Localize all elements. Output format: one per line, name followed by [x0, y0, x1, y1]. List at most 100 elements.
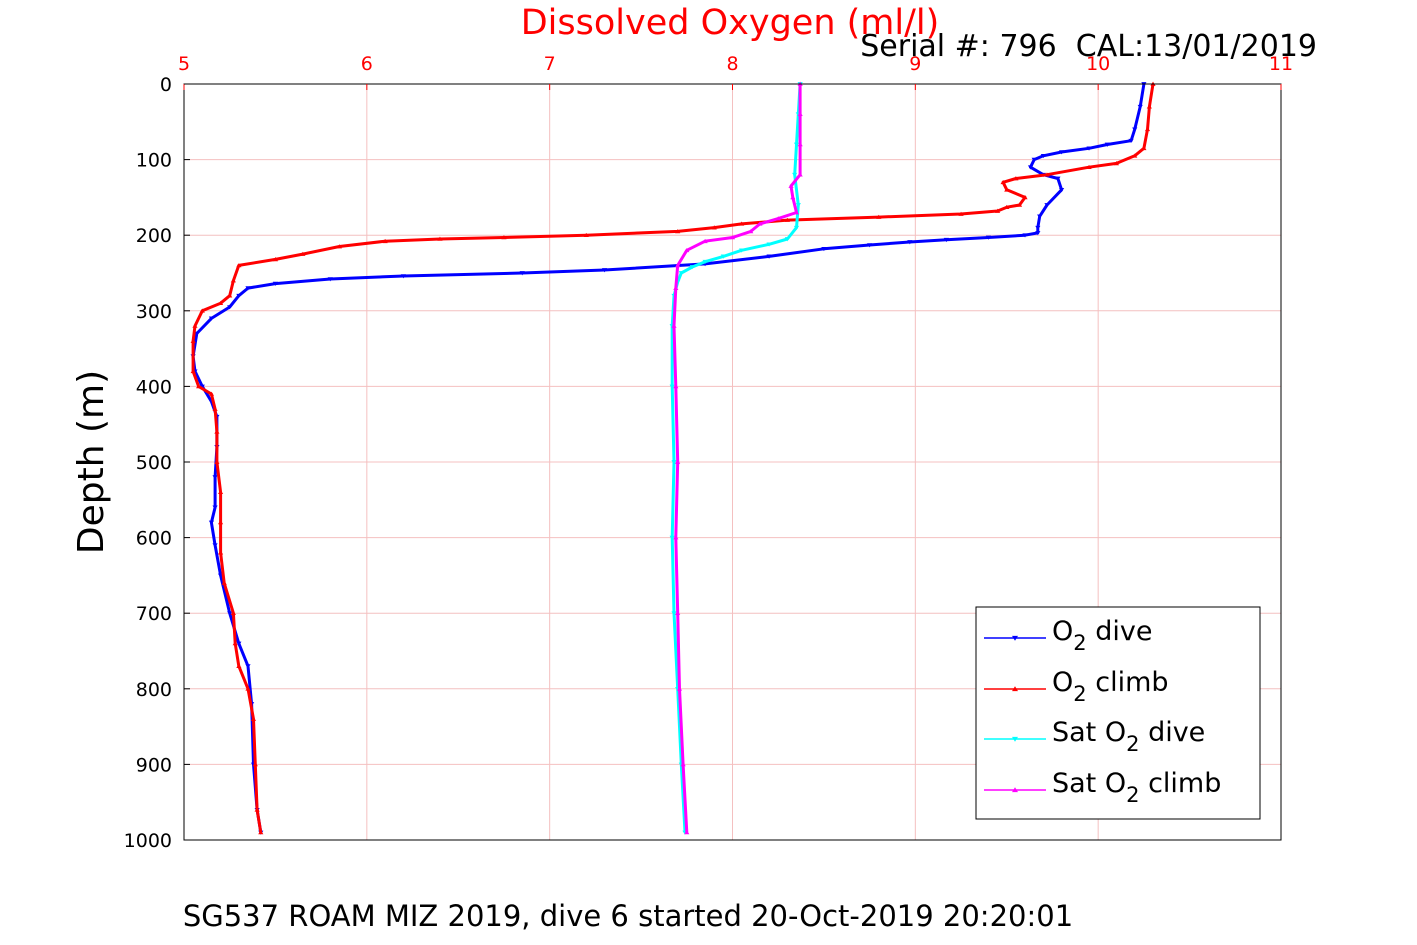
data-point: [675, 229, 681, 234]
data-point: [1141, 145, 1147, 151]
data-point: [1004, 204, 1010, 210]
data-point: [327, 277, 333, 282]
data-point: [684, 830, 690, 835]
data-point: [1035, 231, 1041, 236]
data-point: [196, 384, 202, 389]
data-point: [1132, 127, 1138, 132]
data-point: [1132, 153, 1138, 158]
data-point: [272, 281, 279, 286]
data-point: [757, 221, 763, 226]
y-tick-label: 100: [136, 150, 172, 172]
data-point: [212, 505, 218, 510]
legend-entry: O2 dive: [984, 616, 1152, 655]
data-point: [784, 237, 790, 242]
y-tick-label: 400: [136, 376, 172, 398]
data-point: [227, 293, 233, 298]
data-point: [190, 338, 196, 343]
data-point: [748, 229, 754, 234]
data-point: [208, 520, 215, 525]
data-point: [254, 807, 260, 812]
chart-title: Dissolved Oxygen (ml/l): [521, 3, 940, 43]
data-point: [217, 489, 224, 495]
legend-marker: [1012, 787, 1018, 793]
data-point: [1027, 165, 1034, 170]
data-point: [208, 316, 215, 321]
legend-label: Sat O2 dive: [1052, 717, 1205, 756]
data-point: [583, 232, 589, 238]
data-point: [795, 203, 801, 208]
data-point: [678, 271, 684, 276]
data-point: [669, 384, 675, 389]
data-point: [675, 263, 681, 268]
data-point: [1016, 202, 1023, 207]
data-point: [995, 208, 1001, 213]
x-tick-label: 7: [544, 53, 556, 75]
data-point: [793, 210, 800, 215]
data-point: [684, 247, 690, 253]
data-point: [943, 237, 950, 243]
x-tick-label: 11: [1269, 53, 1293, 75]
data-point: [790, 195, 796, 200]
data-point: [1146, 104, 1152, 109]
legend-entry: O2 climb: [984, 667, 1169, 706]
data-point: [675, 610, 681, 616]
data-point: [1040, 154, 1046, 159]
chart-subtitle: Serial #: 796 CAL:13/01/2019: [860, 29, 1317, 64]
y-tick-label: 500: [136, 452, 172, 474]
data-point: [792, 172, 798, 178]
data-point: [1086, 146, 1092, 151]
series-o2-climb: [190, 81, 1156, 835]
data-point: [1086, 164, 1092, 169]
axis-ticks: 5 6 7 8 9 10 11 0 100 200 300 400 500 600 700 800 900 100…: [124, 53, 1293, 852]
data-point: [1022, 195, 1028, 200]
data-point: [739, 248, 745, 253]
series-layer: [190, 81, 1156, 835]
data-point: [676, 686, 683, 691]
data-point: [214, 459, 220, 464]
legend-marker: [1012, 635, 1018, 641]
legend: O2 dive O2 climb Sat O2 dive Sat O2 climb: [975, 606, 1261, 820]
data-point: [739, 221, 745, 226]
data-point: [729, 235, 736, 240]
y-tick-label: 200: [136, 225, 172, 247]
data-point: [702, 238, 708, 244]
y-tick-label: 800: [136, 679, 172, 701]
y-tick-label: 300: [136, 301, 172, 323]
data-point: [1013, 176, 1019, 181]
data-point: [236, 663, 242, 668]
data-point: [675, 459, 681, 464]
data-point: [230, 278, 236, 283]
data-point: [300, 251, 306, 256]
series-line: [670, 83, 802, 833]
data-point: [221, 580, 227, 585]
data-point: [958, 211, 964, 216]
data-point: [245, 286, 251, 291]
data-point: [784, 217, 790, 222]
chart-caption: SG537 ROAM MIZ 2019, dive 6 started 20-O…: [183, 899, 1073, 933]
y-tick-label: 700: [136, 603, 172, 625]
data-point: [793, 142, 800, 147]
data-point: [217, 300, 224, 306]
data-point: [680, 762, 686, 767]
data-point: [336, 244, 343, 249]
x-tick-label: 5: [178, 53, 190, 75]
data-point: [208, 391, 215, 396]
legend-marker: [1012, 686, 1018, 692]
data-point: [1144, 127, 1151, 132]
legend-box: [975, 606, 1261, 820]
data-point: [1055, 176, 1061, 181]
data-point: [793, 225, 800, 230]
data-point: [775, 216, 781, 221]
data-point: [199, 384, 205, 389]
data-point: [236, 293, 242, 299]
legend-marker: [1012, 736, 1018, 742]
data-point: [227, 305, 233, 310]
data-point: [400, 274, 406, 279]
data-point: [1137, 104, 1143, 110]
data-point: [519, 271, 525, 276]
data-point: [1128, 138, 1134, 144]
data-point: [671, 611, 677, 616]
x-tick-label: 8: [726, 53, 738, 75]
data-point: [250, 716, 257, 721]
